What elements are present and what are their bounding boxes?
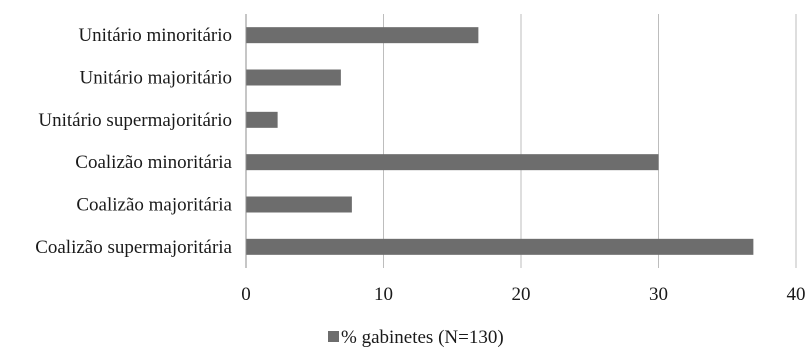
category-labels: Unitário minoritário Unitário majoritário… (35, 25, 232, 258)
grid (383, 14, 797, 268)
legend-swatch (328, 331, 339, 342)
x-tick-label: 10 (374, 284, 393, 305)
bar (246, 238, 754, 255)
bar (246, 196, 352, 213)
category-label: Unitário minoritário (78, 25, 232, 46)
x-tick-label: 40 (787, 284, 806, 305)
category-label: Unitário majoritário (80, 68, 232, 89)
category-label: Coalizão supermajoritária (35, 237, 232, 258)
x-tick-labels: 0 10 20 30 40 (241, 284, 805, 305)
category-label: Coalizão minoritária (75, 152, 232, 173)
x-tick-label: 20 (512, 284, 531, 305)
legend: % gabinetes (N=130) (328, 327, 504, 348)
category-label: Unitário supermajoritário (38, 110, 232, 131)
bar (246, 154, 659, 171)
bar (246, 111, 278, 128)
bars (246, 27, 754, 255)
x-tick-label: 0 (241, 284, 251, 305)
bar (246, 27, 479, 44)
legend-label: % gabinetes (N=130) (341, 327, 504, 348)
category-label: Coalizão majoritária (76, 195, 232, 216)
x-tick-label: 30 (649, 284, 668, 305)
bar (246, 69, 341, 86)
